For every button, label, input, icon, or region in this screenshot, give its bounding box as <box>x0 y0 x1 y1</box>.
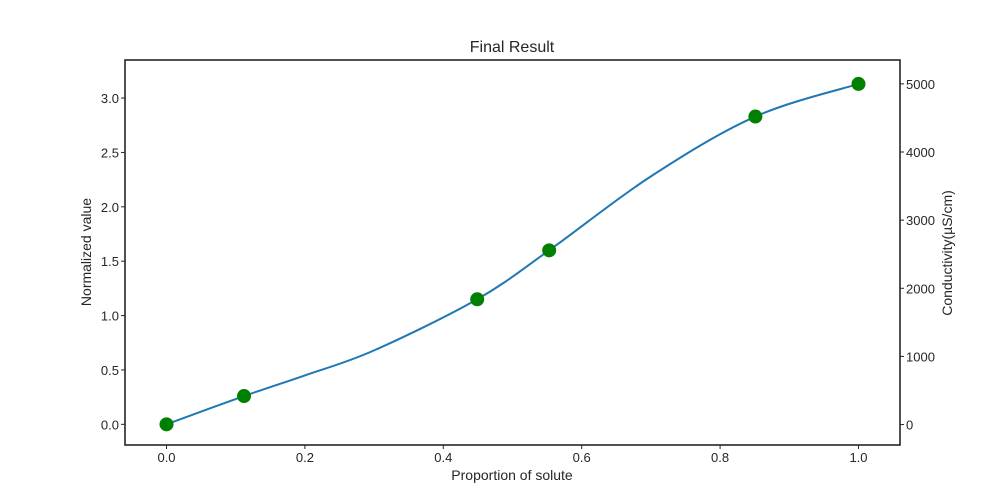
y-tick-label: 1.0 <box>101 309 119 324</box>
series-line <box>166 82 859 426</box>
y2-tick-label: 5000 <box>906 77 935 92</box>
y-axis-label: Normalized value <box>78 198 94 306</box>
x-tick-label: 0.6 <box>573 450 591 465</box>
y2-axis-label: Conductivity(µS/cm) <box>939 190 955 316</box>
y-tick-label: 2.5 <box>101 145 119 160</box>
y-tick-label: 0.5 <box>101 363 119 378</box>
data-point <box>748 109 763 124</box>
y-tick-label: 1.5 <box>101 254 119 269</box>
y-axis-right: 0 1000 2000 3000 4000 5000 <box>900 77 935 433</box>
y2-tick-label: 0 <box>906 418 913 433</box>
y-tick-label: 0.0 <box>101 417 119 432</box>
y-axis-left: 0.0 0.5 1.0 1.5 2.0 2.5 3.0 <box>101 91 125 432</box>
y2-tick-label: 3000 <box>906 213 935 228</box>
chart-title: Final Result <box>470 39 555 56</box>
y2-tick-label: 1000 <box>906 349 935 364</box>
plot-area <box>159 76 866 432</box>
y2-tick-label: 2000 <box>906 281 935 296</box>
x-tick-label: 1.0 <box>849 450 867 465</box>
y2-tick-label: 4000 <box>906 145 935 160</box>
data-point <box>470 292 485 307</box>
data-point <box>237 389 252 404</box>
x-tick-label: 0.0 <box>157 450 175 465</box>
y-tick-label: 2.0 <box>101 200 119 215</box>
x-tick-label: 0.8 <box>711 450 729 465</box>
x-axis-label: Proportion of solute <box>451 467 573 483</box>
x-axis: 0.0 0.2 0.4 0.6 0.8 1.0 <box>157 445 868 465</box>
data-point <box>851 76 866 91</box>
data-point <box>159 417 174 432</box>
x-tick-label: 0.4 <box>434 450 452 465</box>
x-tick-label: 0.2 <box>296 450 314 465</box>
plot-frame <box>124 59 901 446</box>
y-tick-label: 3.0 <box>101 91 119 106</box>
data-point <box>542 243 557 258</box>
